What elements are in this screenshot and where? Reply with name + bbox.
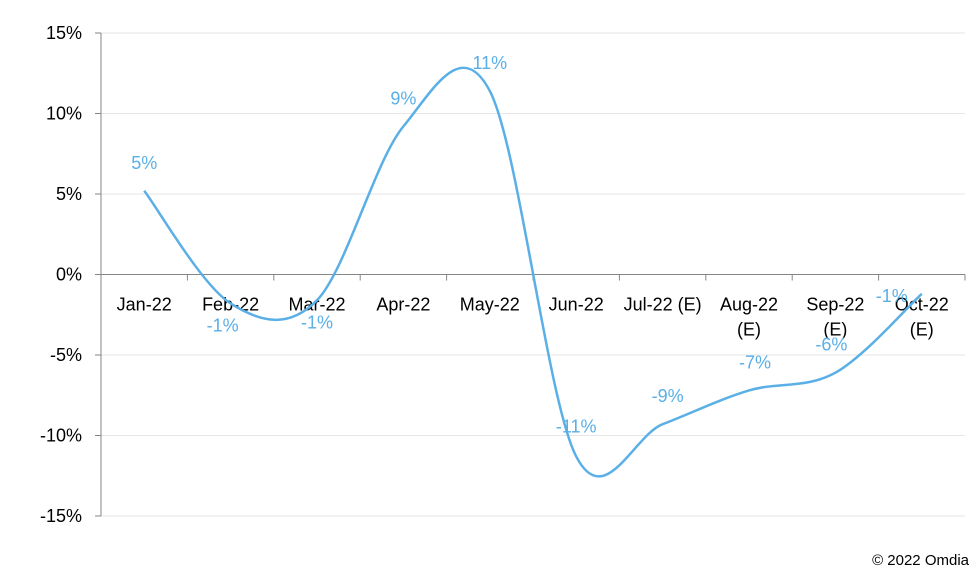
y-tick-label: 5% — [56, 184, 82, 204]
data-label: 5% — [131, 153, 157, 173]
y-tick-label: -15% — [40, 506, 82, 526]
x-tick-label-line: Aug-22 — [720, 295, 778, 315]
series-layer — [143, 66, 923, 478]
data-label: -6% — [815, 335, 847, 355]
y-tick-label: 0% — [56, 265, 82, 285]
data-label: -1% — [301, 312, 333, 332]
x-tick-label-line: Jul-22 (E) — [624, 295, 702, 315]
x-tick-label-line: (E) — [737, 320, 761, 340]
y-tick-label: -5% — [50, 345, 82, 365]
x-tick-label-line: Mar-22 — [288, 295, 345, 315]
x-tick-label: Jul-22 (E) — [624, 295, 702, 315]
y-tick-label: 10% — [46, 104, 82, 124]
data-label: -11% — [556, 416, 597, 436]
x-tick-label-line: Apr-22 — [376, 295, 430, 315]
x-tick-label: Sep-22 (E) — [806, 295, 864, 340]
x-tick-label: Jun-22 — [549, 295, 604, 315]
y-tick-label: 15% — [46, 23, 82, 43]
data-label: -7% — [739, 352, 771, 372]
gridlines — [101, 32, 965, 517]
x-tick-label: Apr-22 — [376, 295, 430, 315]
data-label: 11% — [472, 53, 507, 73]
x-tick-label-line: Oct-22 — [895, 295, 949, 315]
x-tick-label-line: (E) — [823, 320, 847, 340]
series-line — [143, 66, 923, 478]
x-tick-label-line: Sep-22 — [806, 295, 864, 315]
x-tick-label: Oct-22 (E) — [895, 295, 949, 340]
axes — [95, 32, 966, 517]
x-tick-label: Aug-22 (E) — [720, 295, 778, 340]
copyright-note: © 2022 Omdia — [872, 552, 969, 569]
y-tick-label: -10% — [40, 426, 82, 446]
x-tick-label: Mar-22 — [288, 295, 345, 315]
x-tick-label-line: (E) — [910, 320, 934, 340]
x-tick-label-line: Jun-22 — [549, 295, 604, 315]
x-tick-label: Jan-22 — [117, 295, 172, 315]
data-label: -1% — [876, 286, 908, 306]
data-label: -1% — [207, 315, 239, 335]
data-label: 9% — [390, 88, 416, 108]
y-tick-labels: 15% 10% 5% 0% -5% -10% -15% — [40, 23, 82, 526]
x-tick-label-line: Jan-22 — [117, 295, 172, 315]
data-labels: 5% -1% -1% 9% 11% -11% -9% -7% -6% -1% — [131, 53, 908, 436]
x-tick-label: May-22 — [460, 295, 520, 315]
x-tick-labels: Jan-22 Feb-22 Mar-22 Apr-22 May-22 Jun-22 Jul-… — [117, 295, 949, 340]
x-tick-label-line: May-22 — [460, 295, 520, 315]
data-label: -9% — [652, 386, 684, 406]
